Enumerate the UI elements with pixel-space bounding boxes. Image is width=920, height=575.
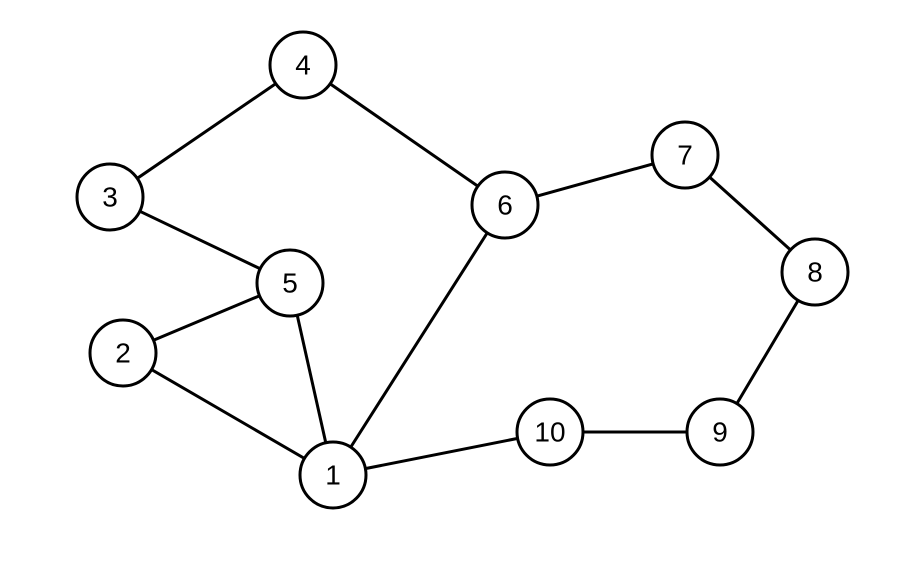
edge-4-6 bbox=[303, 65, 505, 205]
edge-3-4 bbox=[110, 65, 303, 197]
node-label-6: 6 bbox=[497, 190, 513, 221]
node-label-10: 10 bbox=[534, 417, 565, 448]
node-8: 8 bbox=[782, 239, 848, 305]
graph-canvas: 1 2 3 4 5 6 7 8 9 10 bbox=[0, 0, 920, 575]
node-label-3: 3 bbox=[102, 182, 118, 213]
node-9: 9 bbox=[687, 399, 753, 465]
node-label-1: 1 bbox=[325, 460, 341, 491]
node-10: 10 bbox=[517, 399, 583, 465]
node-3: 3 bbox=[77, 164, 143, 230]
node-1: 1 bbox=[300, 442, 366, 508]
node-label-9: 9 bbox=[712, 417, 728, 448]
edge-1-6 bbox=[333, 205, 505, 475]
node-6: 6 bbox=[472, 172, 538, 238]
edge-1-2 bbox=[123, 353, 333, 475]
node-label-2: 2 bbox=[115, 338, 131, 369]
node-7: 7 bbox=[652, 122, 718, 188]
node-label-7: 7 bbox=[677, 140, 693, 171]
node-label-8: 8 bbox=[807, 257, 823, 288]
node-2: 2 bbox=[90, 320, 156, 386]
node-label-4: 4 bbox=[295, 50, 311, 81]
node-5: 5 bbox=[257, 250, 323, 316]
node-label-5: 5 bbox=[282, 268, 298, 299]
node-4: 4 bbox=[270, 32, 336, 98]
